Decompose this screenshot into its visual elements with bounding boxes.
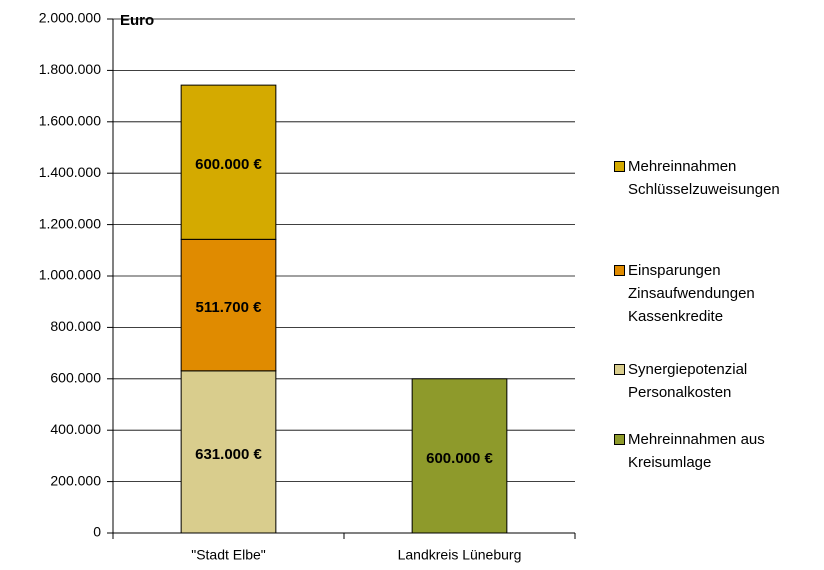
y-axis-label: Euro [120,12,154,29]
legend-label: Einsparungen Zinsaufwendungen Kassenkred… [628,262,755,325]
y-tick-label: 1.600.000 [39,113,101,129]
legend-item: Einsparungen Zinsaufwendungen Kassenkred… [614,259,755,328]
bar-segment [411,378,508,534]
value-label: 600.000 € [426,450,493,467]
value-label: 600.000 € [195,156,262,173]
y-tick-label: 0 [93,524,101,540]
y-tick-label: 1.200.000 [39,215,101,231]
y-tick-label: 600.000 [50,370,101,386]
value-label: 511.700 € [196,299,263,316]
y-tick-label: 1.000.000 [39,267,101,283]
legend-swatch [614,265,625,276]
x-tick-label: Landkreis Lüneburg [398,547,522,563]
y-tick-label: 1.400.000 [39,164,101,180]
legend-label: Synergiepotenzial Personalkosten [628,361,748,401]
legend-item: Mehreinnahmen Schlüsselzuweisungen [614,155,780,201]
x-tick-label: "Stadt Elbe" [191,547,266,563]
value-label: 631.000 € [195,446,262,463]
legend-label: Mehreinnahmen aus Kreisumlage [628,431,765,471]
legend-item: Mehreinnahmen aus Kreisumlage [614,428,765,474]
bar-segment [180,370,277,534]
y-tick-label: 400.000 [50,421,101,437]
y-tick-label: 2.000.000 [39,10,101,26]
legend-swatch [614,364,625,375]
legend-swatch [614,434,625,445]
y-tick-label: 800.000 [50,318,101,334]
legend-label: Mehreinnahmen Schlüsselzuweisungen [628,158,780,198]
bar-segment [180,84,277,240]
y-tick-label: 1.800.000 [39,61,101,77]
y-tick-label: 200.000 [50,472,101,488]
legend-item: Synergiepotenzial Personalkosten [614,358,747,404]
legend-swatch [614,161,625,172]
